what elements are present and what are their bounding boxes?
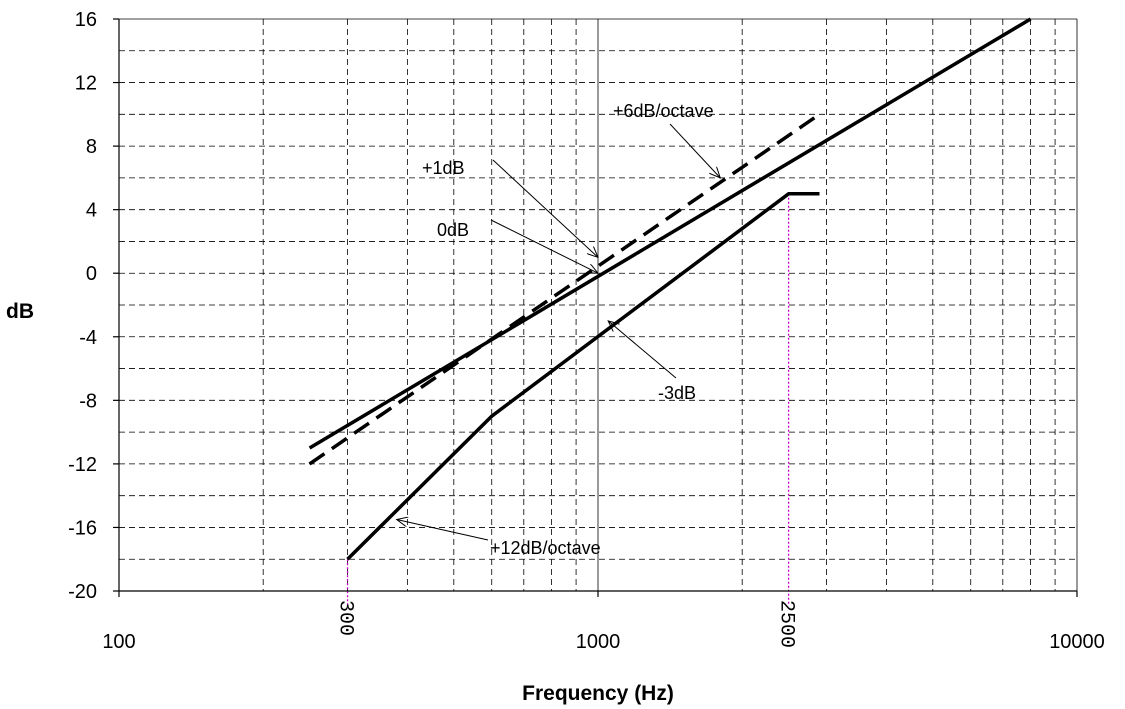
y-tick-label: -8 xyxy=(79,390,97,412)
series-layer xyxy=(308,17,1032,561)
x-axis-title: Frequency (Hz) xyxy=(522,682,674,705)
annotation-label: 0dB xyxy=(437,220,469,240)
annotation-label: +12dB/octave xyxy=(490,538,601,558)
x-tick-label: 1000 xyxy=(576,631,621,653)
y-tick-label: -20 xyxy=(68,581,97,603)
series-line-2 xyxy=(308,112,821,466)
annotation-label: +6dB/octave xyxy=(613,101,714,121)
annotation-arrow xyxy=(608,321,677,379)
annotation-arrow xyxy=(669,123,720,178)
y-tick-label: -16 xyxy=(68,517,97,539)
vertical-marker-layer xyxy=(346,193,790,605)
annotation-arrow xyxy=(490,219,598,273)
grid-layer xyxy=(119,18,1078,591)
y-tick-label: 0 xyxy=(86,263,97,285)
series-line-1 xyxy=(308,17,1032,450)
x-tick-label: 100 xyxy=(102,631,135,653)
vertical-marker-label: 2500 xyxy=(775,600,798,648)
axis-layer xyxy=(113,18,1078,597)
x-tick-label: 10000 xyxy=(1049,631,1105,653)
y-tick-label: 8 xyxy=(86,136,97,158)
annotation-label: +1dB xyxy=(422,158,465,178)
y-tick-label: -4 xyxy=(79,327,97,349)
y-axis-title: dB xyxy=(6,300,34,323)
y-tick-label: 12 xyxy=(75,73,97,95)
series-line-3 xyxy=(346,192,820,561)
y-tick-label: 4 xyxy=(86,200,97,222)
label-layer: -20 -16 -12 -8 -4 0 4 8 12 16 100 1000 10000 300 2500 xyxy=(68,9,1105,653)
vertical-marker-label: 300 xyxy=(334,600,357,636)
annotation-layer: +6dB/octave +1dB 0dB -3dB +12dB/octave xyxy=(397,101,721,558)
annotation-label: -3dB xyxy=(658,383,696,403)
annotation-arrow xyxy=(397,520,489,541)
annotation-arrow xyxy=(492,159,598,257)
y-tick-label: 16 xyxy=(75,9,97,31)
y-tick-label: -12 xyxy=(68,454,97,476)
